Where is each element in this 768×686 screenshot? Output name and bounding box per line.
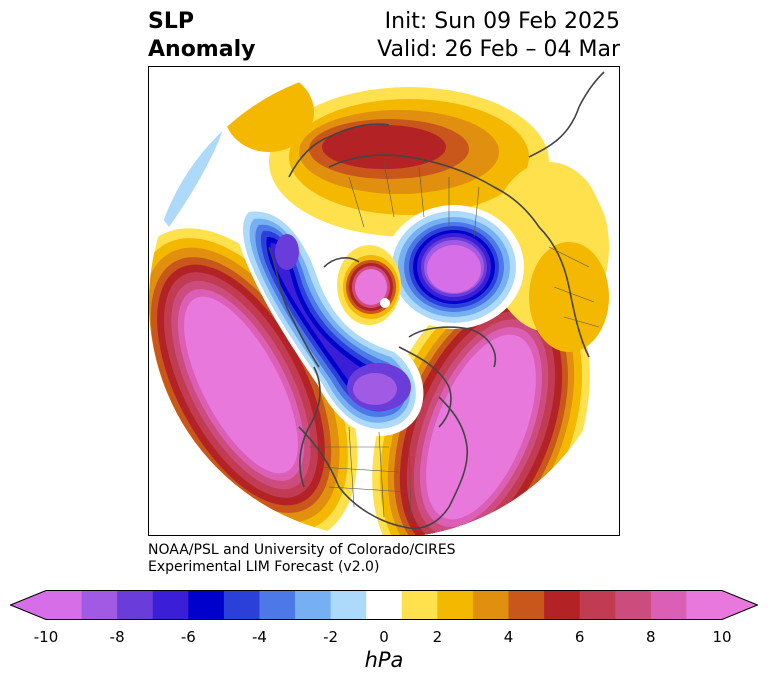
colorbar-unit-label: hPa (364, 648, 404, 672)
colorbar-segment (117, 590, 154, 620)
colorbar-tick-label: 0 (379, 628, 389, 646)
colorbar-ticks: -10 -8 -6 -4 -2 0 2 4 6 8 10 (0, 628, 768, 648)
date-info: Init: Sun 09 Feb 2025 Valid: 26 Feb – 04… (377, 8, 620, 64)
colorbar-segment (579, 590, 616, 620)
colorbar-extend-low (10, 590, 46, 620)
colorbar-segment (259, 590, 296, 620)
polar-high-anomaly (337, 245, 401, 325)
valid-range: Valid: 26 Feb – 04 Mar (377, 37, 620, 62)
title-line-2: Anomaly (148, 37, 256, 62)
colorbar-extend-high (722, 590, 758, 620)
colorbar-segment (46, 590, 83, 620)
colorbar-segment (401, 590, 438, 620)
colorbar-segment (508, 590, 545, 620)
colorbar-tick-label: -10 (33, 628, 59, 646)
map-title: SLP Anomaly (148, 8, 255, 64)
colorbar-tick-label: -8 (109, 628, 125, 646)
colorbar-segment (686, 590, 723, 620)
colorbar-segment (650, 590, 687, 620)
map-panel (148, 66, 620, 536)
colorbar-segment (223, 590, 260, 620)
colorbar (10, 590, 758, 620)
siberian-low-anomaly (384, 205, 524, 329)
credit-line-1: NOAA/PSL and University of Colorado/CIRE… (148, 542, 456, 558)
colorbar-tick-label: -4 (251, 628, 267, 646)
colorbar-tick-label: 8 (646, 628, 656, 646)
colorbar-segment (437, 590, 474, 620)
anomaly-field (149, 72, 609, 535)
colorbar-segment (188, 590, 225, 620)
colorbar-tick-label: 2 (432, 628, 443, 646)
colorbar-segment (81, 590, 118, 620)
colorbar-tick-label: -2 (323, 628, 339, 646)
credit-text: NOAA/PSL and University of Colorado/CIRE… (148, 542, 456, 576)
init-date: Init: Sun 09 Feb 2025 (384, 9, 620, 34)
colorbar-segment (330, 590, 367, 620)
colorbar-tick-label: 6 (574, 628, 585, 646)
colorbar-tick-label: 4 (503, 628, 514, 646)
colorbar-segment (615, 590, 652, 620)
colorbar-segment (152, 590, 189, 620)
colorbar-segment (472, 590, 510, 620)
colorbar-segment (544, 590, 581, 620)
colorbar-segment (366, 590, 403, 620)
colorbar-segment (295, 590, 332, 620)
coastlines (268, 71, 605, 529)
colorbar-tick-label: 10 (712, 628, 732, 646)
low-anomaly-trough (236, 205, 424, 436)
colorbar-tick-label: -6 (180, 628, 196, 646)
title-line-1: SLP (148, 9, 194, 34)
anomaly-map (149, 71, 609, 535)
colorbar-outline (10, 590, 758, 620)
credit-line-2: Experimental LIM Forecast (v2.0) (148, 559, 380, 575)
borders (309, 161, 600, 523)
